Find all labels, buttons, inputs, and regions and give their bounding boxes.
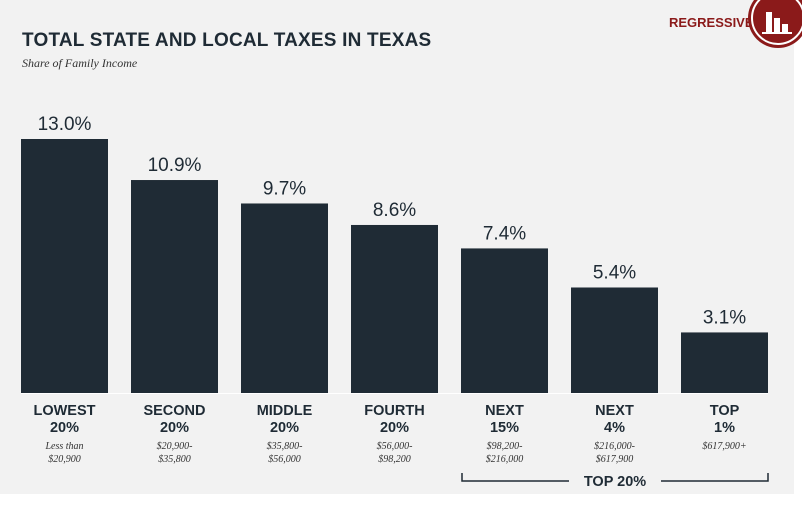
bar — [21, 139, 108, 393]
category-label: SECOND — [143, 403, 205, 419]
category-label: NEXT — [595, 403, 634, 419]
income-range-label: $35,800- — [267, 441, 303, 452]
category-share-label: 20% — [270, 420, 299, 436]
category-label: LOWEST — [33, 403, 95, 419]
bar-value-label: 7.4% — [483, 223, 526, 244]
income-range-label: $56,000 — [268, 454, 301, 465]
top-20-bracket-label: TOP 20% — [584, 474, 646, 490]
bar-value-label: 3.1% — [703, 307, 746, 328]
bar-value-label: 9.7% — [263, 178, 306, 199]
income-range-label: $56,000- — [377, 441, 413, 452]
top-20-bracket-right — [661, 473, 769, 482]
income-range-label: $98,200 — [378, 454, 411, 465]
income-range-label: $35,800 — [158, 454, 191, 465]
category-share-label: 20% — [380, 420, 409, 436]
bar — [461, 248, 548, 393]
bar — [351, 224, 438, 393]
category-label: MIDDLE — [257, 403, 313, 419]
top-20-bracket-left — [461, 473, 569, 482]
category-share-label: 15% — [490, 420, 519, 436]
category-share-label: 20% — [160, 420, 189, 436]
bar-value-label: 5.4% — [593, 262, 636, 283]
regressive-badge-label: REGRESSIVE — [669, 15, 754, 30]
bar-value-label: 10.9% — [148, 155, 202, 176]
income-range-label: $98,200- — [487, 441, 523, 452]
category-label: FOURTH — [364, 403, 424, 419]
income-range-label: Less than — [44, 441, 83, 452]
bar-value-label: 13.0% — [38, 114, 92, 135]
bar — [571, 287, 658, 393]
bar — [241, 203, 328, 393]
chart-subtitle: Share of Family Income — [22, 56, 138, 70]
bar-chart-icon-graphic — [751, 0, 802, 45]
bar-value-label: 8.6% — [373, 200, 416, 221]
bar — [131, 180, 218, 393]
category-share-label: 1% — [714, 420, 735, 436]
bar-chart-icon — [748, 0, 802, 48]
chart-title: TOTAL STATE AND LOCAL TAXES IN TEXAS — [22, 30, 432, 51]
income-range-label: $20,900 — [48, 454, 81, 465]
category-label: NEXT — [485, 403, 524, 419]
income-range-label: $617,900+ — [702, 441, 746, 452]
category-label: TOP — [710, 403, 740, 419]
income-range-label: $216,000- — [594, 441, 635, 452]
category-share-label: 20% — [50, 420, 79, 436]
income-range-label: $617,900 — [596, 454, 634, 465]
income-range-label: $20,900- — [157, 441, 193, 452]
category-share-label: 4% — [604, 420, 625, 436]
income-range-label: $216,000 — [486, 454, 524, 465]
bar — [681, 332, 768, 393]
